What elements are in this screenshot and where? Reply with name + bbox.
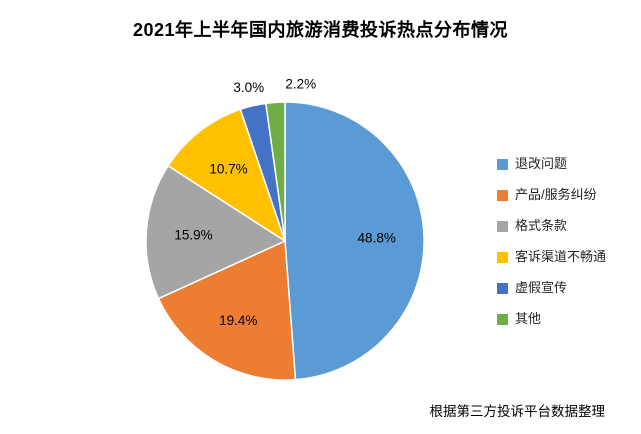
pie-slice-1 xyxy=(157,239,297,381)
source-note: 根据第三方投诉平台数据整理 xyxy=(429,404,606,419)
pie-data-label: 19.4% xyxy=(219,313,257,328)
legend-swatch xyxy=(497,189,508,201)
chart-title: 2021年上半年国内旅游消费投诉热点分布情况 xyxy=(132,20,509,40)
legend-item: 其他 xyxy=(497,310,606,328)
pie-slice-5 xyxy=(265,101,286,242)
pie-data-label: 15.9% xyxy=(174,227,212,242)
legend-item: 产品/服务纠纷 xyxy=(497,186,606,204)
legend-swatch xyxy=(497,251,508,263)
legend-item: 退改问题 xyxy=(497,155,606,173)
legend-label: 退改问题 xyxy=(515,156,568,171)
legend-label: 虚假宣传 xyxy=(515,280,568,295)
pie-slice-0 xyxy=(284,101,425,381)
pie-data-label: 10.7% xyxy=(209,162,247,177)
legend-label: 格式条款 xyxy=(515,218,568,233)
legend-label: 客诉渠道不畅通 xyxy=(515,249,607,264)
legend-label: 其他 xyxy=(515,311,542,326)
legend-swatch xyxy=(497,158,508,170)
legend-swatch xyxy=(497,282,508,294)
pie-data-label: 48.8% xyxy=(358,231,396,246)
legend-swatch xyxy=(497,220,508,232)
pie-data-label: 2.2% xyxy=(285,76,316,91)
legend-swatch xyxy=(497,313,508,325)
pie-data-label: 3.0% xyxy=(233,80,264,95)
legend-label: 产品/服务纠纷 xyxy=(515,187,597,202)
legend-item: 虚假宣传 xyxy=(497,279,606,297)
legend-item: 格式条款 xyxy=(497,217,606,235)
pie-slice-2 xyxy=(145,164,287,300)
chart-legend: 退改问题产品/服务纠纷 格式条款客诉渠道不畅通 虚假宣传其他 xyxy=(497,155,606,328)
legend-item: 客诉渠道不畅通 xyxy=(497,248,606,266)
pie-slice-3 xyxy=(167,108,287,243)
